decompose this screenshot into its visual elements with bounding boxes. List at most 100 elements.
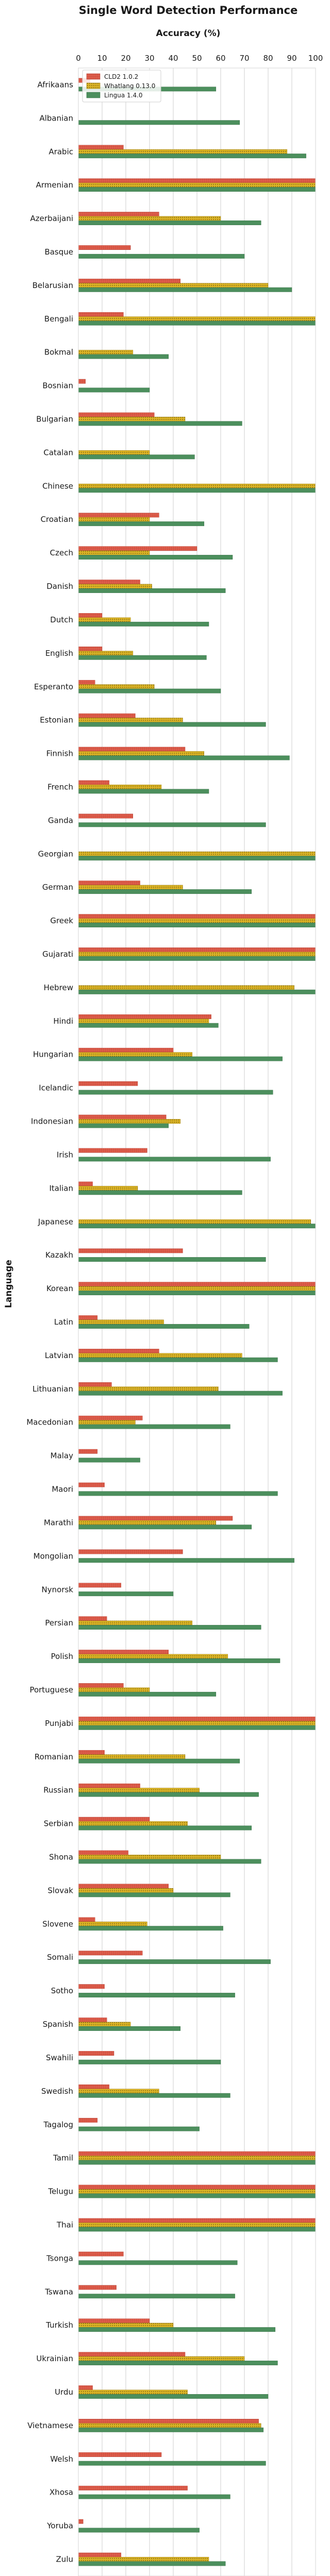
bar-cld2 (78, 2285, 117, 2290)
bar-whatlang (78, 1922, 147, 1926)
x-tick-label: 40 (168, 54, 178, 63)
bar-lingua (78, 1859, 261, 1863)
bar-cld2 (78, 1382, 111, 1386)
category-label: Tamil (53, 2154, 73, 2163)
bar-lingua (78, 121, 240, 125)
category-label: Albanian (39, 113, 73, 123)
category-label: Shona (49, 1853, 73, 1862)
bar-whatlang (78, 852, 316, 856)
bar-cld2 (78, 2385, 93, 2389)
x-tick-label: 70 (239, 54, 249, 63)
bar-lingua (78, 2060, 221, 2064)
bar-whatlang (78, 1654, 228, 1658)
category-label: Somali (47, 1953, 73, 1962)
category-label: Belarusian (32, 281, 73, 290)
bar-lingua (78, 588, 225, 592)
bar-lingua (78, 1558, 294, 1563)
bar-cld2 (78, 1750, 105, 1754)
bar-cld2 (78, 580, 140, 584)
bar-whatlang (78, 2424, 261, 2428)
category-label: Macedonian (26, 1418, 73, 1427)
bar-lingua (78, 354, 169, 359)
bar-lingua (78, 956, 316, 960)
x-tick-label: 60 (216, 54, 225, 63)
bar-cld2 (78, 1249, 183, 1253)
bar-cld2 (78, 1918, 95, 1922)
category-label: Hebrew (44, 983, 73, 992)
bar-cld2 (78, 881, 140, 885)
category-label: Romanian (35, 1752, 73, 1761)
x-tick-labels: 0 10 20 30 40 50 60 70 80 90 100 (76, 54, 323, 63)
bar-lingua (78, 2160, 316, 2164)
bar-cld2 (78, 1416, 142, 1420)
bar-whatlang (78, 283, 268, 287)
bar-whatlang (78, 216, 221, 221)
category-label: Marathi (44, 1518, 73, 1527)
bar-whatlang (78, 1755, 185, 1759)
bar-lingua (78, 521, 204, 526)
category-label: Tswana (44, 2287, 73, 2296)
bar-whatlang (78, 1286, 316, 1291)
x-tick-label: 20 (121, 54, 130, 63)
bar-cld2 (78, 413, 154, 417)
bar-lingua (78, 1525, 252, 1529)
bar-whatlang (78, 1219, 311, 1224)
bar-lingua (78, 1993, 235, 1997)
bar-cld2 (78, 312, 123, 316)
bar-whatlang (78, 517, 150, 521)
bar-cld2 (78, 179, 316, 183)
y-axis-label: Language (4, 1260, 14, 1308)
bar-whatlang (78, 685, 154, 689)
bar-whatlang (78, 2223, 316, 2227)
bar-whatlang (78, 785, 161, 789)
bar-lingua (78, 756, 289, 760)
category-label: Bulgarian (36, 415, 73, 424)
bar-cld2 (78, 814, 133, 818)
bar-lingua (78, 2227, 316, 2231)
category-label: Malay (51, 1451, 73, 1461)
bar-whatlang (78, 2022, 130, 2026)
bar-cld2 (78, 145, 123, 149)
legend: CLD2 1.0.2Whatlang 0.13.0Lingua 1.4.0 (82, 70, 161, 102)
category-label: Armenian (36, 180, 73, 190)
x-tick-label: 30 (144, 54, 154, 63)
bar-lingua (78, 2261, 237, 2265)
bar-lingua (78, 2127, 200, 2131)
bar-lingua (78, 1492, 277, 1496)
bar-lingua (78, 2394, 268, 2398)
bar-lingua (78, 1157, 271, 1161)
category-label: Gujarati (42, 950, 73, 959)
bar-cld2 (78, 2151, 316, 2156)
bar-lingua (78, 1959, 271, 1963)
bar-lingua (78, 488, 316, 493)
category-label: Xhosa (50, 2488, 73, 2497)
bar-whatlang (78, 2089, 159, 2093)
bar-cld2 (78, 1449, 97, 1453)
category-label: Mongolian (34, 1551, 73, 1561)
bar-whatlang (78, 919, 316, 923)
category-label: Vietnamese (27, 2421, 73, 2430)
category-label: Thai (56, 2220, 73, 2229)
bar-cld2 (78, 1884, 169, 1888)
bar-whatlang (78, 2357, 244, 2361)
bar-lingua (78, 221, 261, 225)
bar-lingua (78, 1792, 259, 1797)
bar-whatlang (78, 2189, 316, 2193)
category-label: Korean (46, 1284, 73, 1293)
legend-label: Whatlang 0.13.0 (104, 82, 155, 90)
category-label: Danish (46, 582, 73, 591)
category-label: Slovak (47, 1886, 73, 1895)
bar-cld2 (78, 914, 316, 919)
bar-lingua (78, 1257, 266, 1261)
bar-cld2 (78, 547, 197, 551)
bar-cld2 (78, 1048, 173, 1052)
bar-lingua (78, 287, 292, 292)
category-label: Lithuanian (32, 1384, 73, 1394)
legend-swatch (87, 74, 100, 79)
bar-whatlang (78, 1855, 221, 1859)
bar-cld2 (78, 714, 135, 718)
bar-cld2 (78, 2553, 121, 2557)
bar-lingua (78, 421, 242, 426)
category-label: Swedish (41, 2087, 73, 2096)
bar-cld2 (78, 2051, 114, 2055)
